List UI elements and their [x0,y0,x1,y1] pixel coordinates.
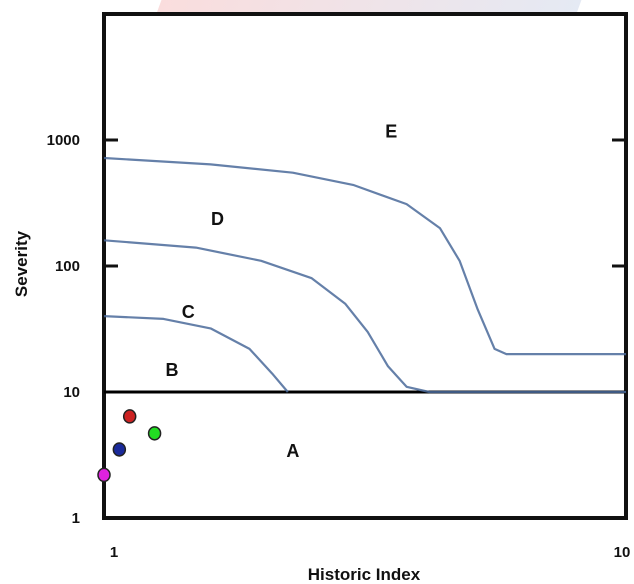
region-label-d: D [211,209,224,229]
boundary-curve-3 [103,156,626,356]
region-label-e: E [385,121,397,141]
data-points [97,409,162,483]
y-tick-label: 100 [55,258,80,275]
boundary-curve-2 [103,239,626,394]
plot-frame [102,12,628,520]
boundary-curve-1 [103,315,289,393]
region-label-a: A [286,441,299,461]
region-label-b: B [166,360,179,380]
plot-frame-group [102,12,628,520]
data-point-1 [122,409,137,424]
y-tick-label: 1000 [47,132,80,149]
y-tick-label: 10 [63,384,80,401]
tick-labels: 1 10 100 1000 1 10 [47,132,631,561]
data-point-4 [97,467,111,483]
region-labels: A B C D E [166,121,398,461]
region-label-c: C [182,302,195,322]
y-axis-title: Severity [12,230,31,297]
x-tick-label: 10 [614,544,631,561]
data-point-3 [112,442,127,457]
data-point-2 [147,426,162,441]
x-tick-label: 1 [110,544,118,561]
y-tick-label: 1 [72,510,80,527]
x-axis-title: Historic Index [308,565,421,584]
series-curves [103,156,626,394]
